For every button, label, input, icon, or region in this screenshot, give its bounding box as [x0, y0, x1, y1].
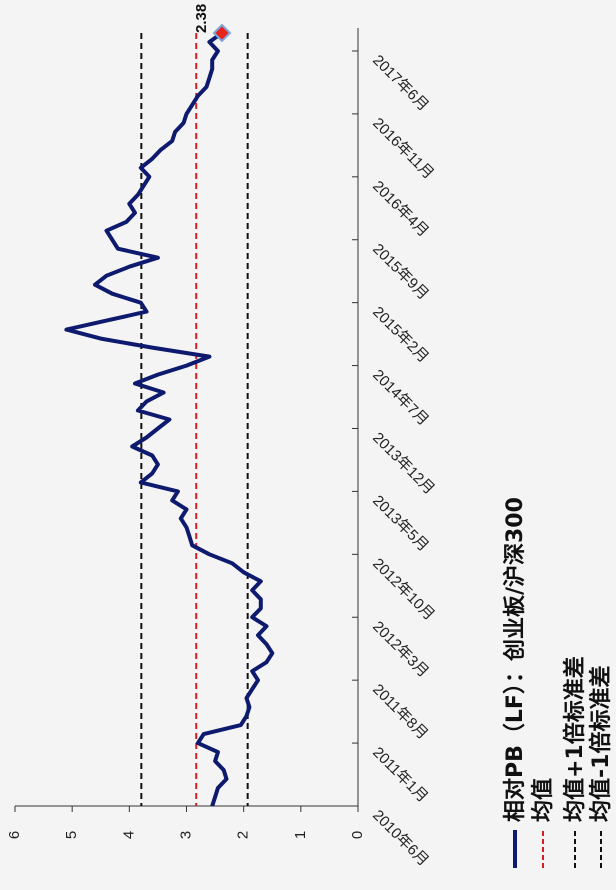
value-tick-label: 6 — [6, 831, 23, 839]
legend-label: 均值 — [530, 778, 556, 822]
time-tick-label: 2017年6月 — [369, 52, 432, 115]
time-tick-label: 2016年11月 — [369, 115, 437, 183]
last-value-marker — [212, 23, 232, 43]
time-tick-label: 2015年2月 — [369, 303, 432, 366]
value-tick-label: 2 — [235, 831, 252, 839]
legend-item: 均值 — [530, 778, 556, 868]
time-tick-label: 2013年5月 — [369, 492, 432, 555]
time-tick-label: 2014年7月 — [369, 366, 432, 429]
legend: 相对PB（LF）：创业板/沪深300 均值 均值+1倍标准差 均值-1倍标准差 — [502, 497, 614, 868]
series-line — [64, 31, 275, 807]
time-tick-label: 2015年9月 — [369, 241, 432, 304]
legend-label: 相对PB（LF）：创业板/沪深300 — [502, 497, 528, 822]
value-tick-label: 1 — [292, 831, 309, 839]
value-tick-label: 3 — [177, 831, 194, 839]
legend-item: 均值+1倍标准差 — [562, 656, 588, 868]
time-tick-label: 2010年6月 — [369, 807, 432, 870]
legend-item: 均值-1倍标准差 — [588, 666, 614, 868]
time-tick-label: 2012年3月 — [369, 618, 432, 681]
legend-label: 均值-1倍标准差 — [588, 666, 614, 822]
time-tick-label: 2011年8月 — [369, 681, 431, 743]
legend-label: 均值+1倍标准差 — [562, 656, 588, 822]
value-tick-label: 4 — [120, 831, 137, 839]
value-tick-label: 5 — [63, 831, 80, 839]
value-tick-label: 0 — [349, 831, 366, 839]
time-tick-label: 2016年4月 — [369, 178, 432, 241]
last-value-label: 2.38 — [193, 4, 210, 33]
time-tick-label: 2013年12月 — [369, 429, 438, 498]
time-tick-label: 2011年1月 — [369, 744, 431, 806]
plot-area: 0 1 2 3 4 5 6 2010年6月2011年1月2011年8月2012年3月2012年… — [6, 4, 438, 870]
legend-item: 相对PB（LF）：创业板/沪深300 — [502, 497, 528, 868]
time-tick-label: 2012年10月 — [369, 555, 438, 624]
